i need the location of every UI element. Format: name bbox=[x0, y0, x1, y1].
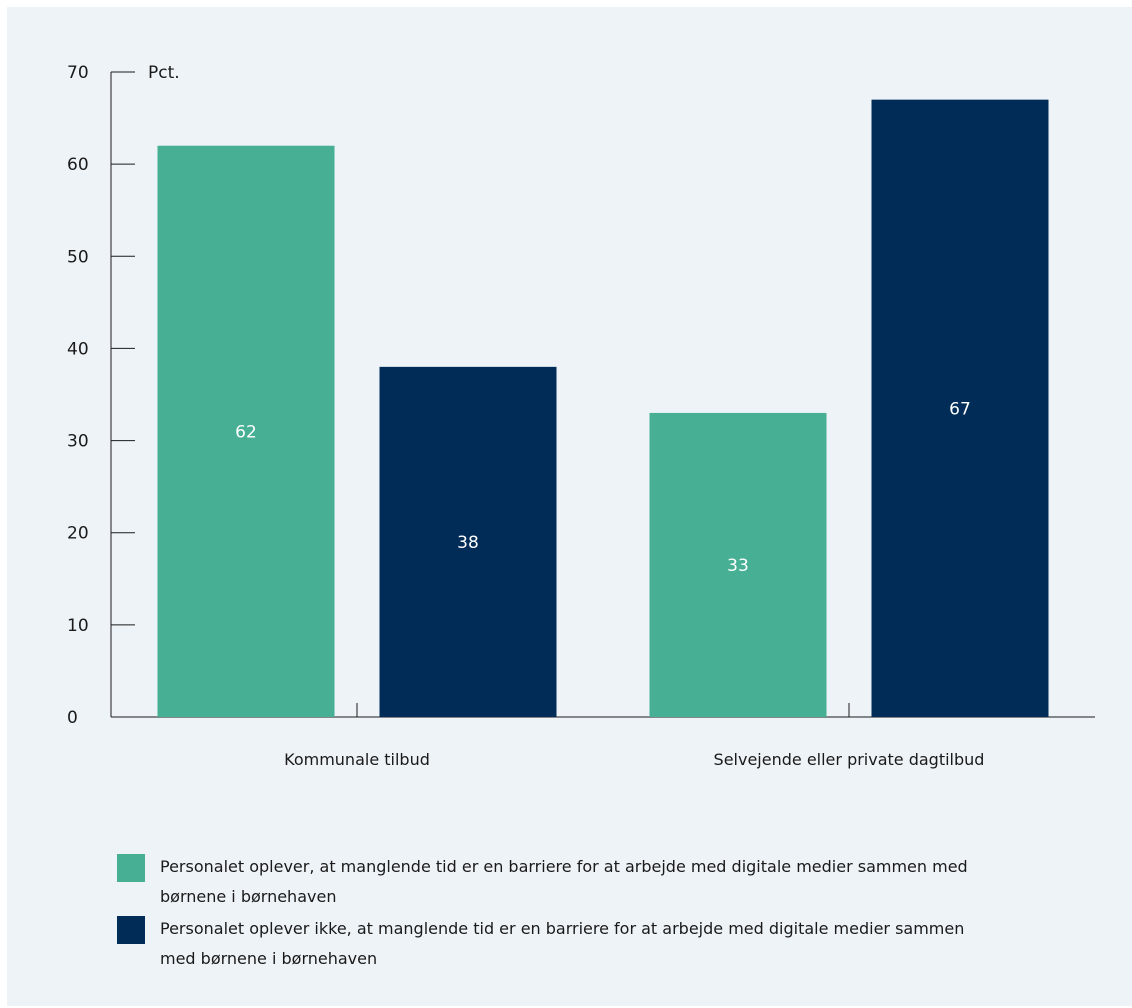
bar bbox=[871, 99, 1049, 717]
legend-item-no-barrier: Personalet oplever ikke, at manglende ti… bbox=[117, 914, 1017, 974]
y-tick-label: 0 bbox=[67, 708, 78, 728]
y-tick-label: 60 bbox=[67, 155, 89, 175]
legend-label: Personalet oplever, at manglende tid er … bbox=[160, 857, 968, 906]
y-tick-label: 10 bbox=[67, 616, 89, 636]
category-label: Selvejende eller private dagtilbud bbox=[714, 750, 985, 769]
y-tick-label: 40 bbox=[67, 339, 89, 359]
y-tick-label: 20 bbox=[67, 524, 89, 544]
legend-swatch bbox=[117, 916, 145, 944]
bar-value-label: 33 bbox=[727, 556, 749, 576]
category-labels: Kommunale tilbud Selvejende eller private… bbox=[284, 750, 984, 769]
chart-panel: 0 10 20 30 40 50 60 70 62 38 33 67 Kommunale tilbu… bbox=[7, 7, 1132, 1006]
bar-value-label: 62 bbox=[235, 422, 257, 442]
bars bbox=[157, 99, 1049, 717]
y-tick-label: 50 bbox=[67, 247, 89, 267]
legend-label: Personalet oplever ikke, at manglende ti… bbox=[160, 919, 965, 968]
category-label: Kommunale tilbud bbox=[284, 750, 430, 769]
bar-value-label: 38 bbox=[457, 533, 479, 553]
bar bbox=[379, 366, 557, 717]
bar-labels: 62 38 33 67 bbox=[235, 399, 971, 576]
legend: Personalet oplever, at manglende tid er … bbox=[117, 852, 1017, 976]
bar-value-label: 67 bbox=[949, 399, 971, 419]
legend-swatch bbox=[117, 854, 145, 882]
y-axis: 0 10 20 30 40 50 60 70 bbox=[67, 63, 135, 728]
y-axis-unit-label: Pct. bbox=[148, 63, 180, 83]
bar bbox=[649, 412, 827, 717]
y-tick-label: 30 bbox=[67, 432, 89, 452]
y-tick-label: 70 bbox=[67, 63, 89, 83]
legend-item-barrier: Personalet oplever, at manglende tid er … bbox=[117, 852, 1017, 912]
bar bbox=[157, 145, 335, 717]
bar-chart: 0 10 20 30 40 50 60 70 62 38 33 67 Kommunale tilbu… bbox=[67, 63, 1095, 769]
